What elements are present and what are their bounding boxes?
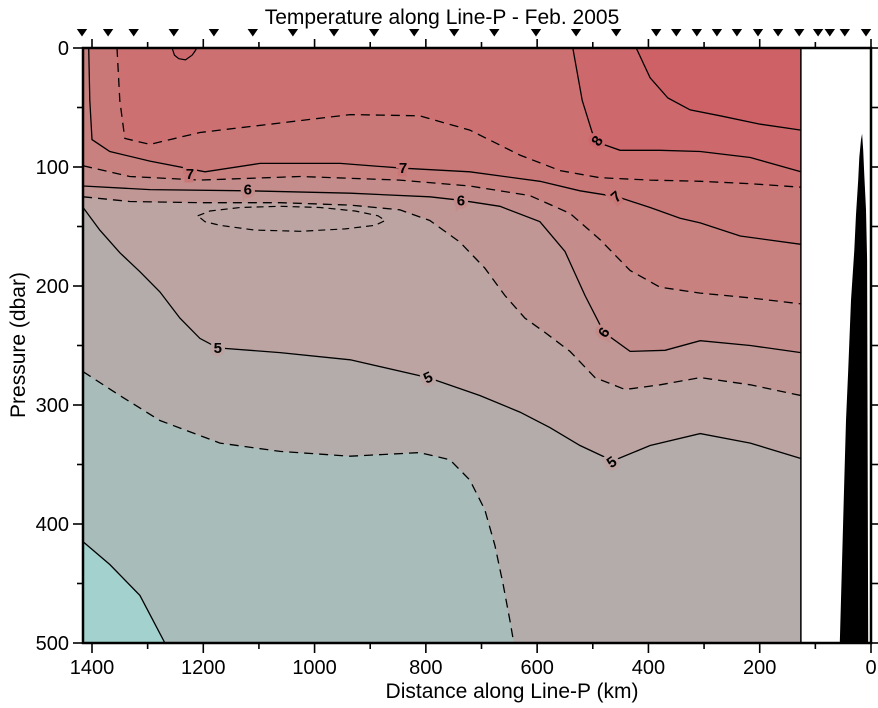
chart-title: Temperature along Line-P - Feb. 2005	[264, 6, 620, 29]
station-marker-icon	[76, 29, 88, 37]
contour-label-7: 7	[399, 160, 407, 177]
x-tick-label: 1400	[70, 657, 115, 679]
contour-line-9	[635, 47, 801, 131]
station-marker-icon	[772, 29, 784, 37]
axes	[73, 39, 878, 653]
y-tick-label: 200	[36, 276, 69, 298]
tick-labels: 1400 1200 1000 800 600 400 200 0 0 100 200 300 400 50…	[36, 38, 877, 679]
plot-border	[81, 46, 873, 645]
y-tick-label: 300	[36, 395, 69, 417]
station-marker-icon	[102, 29, 114, 37]
x-tick-label: 200	[743, 657, 776, 679]
y-tick-label: 400	[36, 514, 69, 536]
station-marker-icon	[128, 29, 139, 37]
contour-label-5: 5	[214, 340, 222, 357]
contour-label-7: 7	[186, 166, 194, 183]
x-tick-label: 400	[632, 657, 665, 679]
station-marker-icon	[287, 29, 299, 37]
station-marker-icon	[651, 29, 662, 37]
x-tick-label: 0	[865, 657, 876, 679]
station-marker-icon	[812, 29, 824, 37]
station-marker-icon	[824, 29, 835, 37]
contour-lines	[82, 47, 802, 644]
x-tick-label: 1200	[181, 657, 226, 679]
contour-label-6: 6	[457, 192, 465, 209]
contour-line-5	[82, 207, 802, 462]
contour-line-4	[82, 541, 166, 644]
station-marker-icon	[691, 29, 702, 37]
station-marker-icon	[570, 29, 582, 37]
station-marker-icon	[839, 29, 850, 37]
station-marker-icon	[860, 29, 872, 37]
contour-line-6	[83, 185, 801, 354]
bathymetry-silhouette	[839, 133, 869, 643]
station-marker-icon	[328, 29, 340, 37]
station-markers	[76, 29, 872, 37]
station-marker-icon	[168, 29, 179, 37]
station-marker-icon	[409, 29, 420, 37]
station-marker-icon	[489, 29, 500, 37]
station-marker-icon	[449, 29, 460, 37]
contour-label-6: 6	[244, 182, 252, 199]
x-tick-label: 800	[409, 657, 442, 679]
bathymetry	[839, 133, 869, 643]
x-axis-title: Distance along Line-P (km)	[385, 680, 639, 703]
station-marker-icon	[752, 29, 764, 37]
station-marker-icon	[611, 29, 622, 37]
x-tick-label: 600	[520, 657, 553, 679]
band-below-4	[83, 541, 801, 643]
station-marker-icon	[794, 29, 805, 37]
temperature-bands	[83, 48, 801, 644]
contour-line-5.5	[83, 196, 802, 397]
y-tick-label: 100	[36, 157, 69, 179]
station-marker-icon	[208, 29, 220, 37]
y-tick-label: 0	[58, 38, 69, 60]
closed-contour-5.5	[196, 205, 387, 232]
y-tick-label: 500	[36, 633, 69, 655]
station-marker-icon	[368, 29, 380, 37]
station-marker-icon	[530, 29, 542, 37]
contour-line-8	[572, 47, 802, 173]
station-marker-icon	[247, 29, 258, 37]
x-tick-label: 1000	[292, 657, 337, 679]
contour-line-7	[88, 47, 801, 245]
station-marker-icon	[731, 29, 743, 37]
station-marker-icon	[671, 29, 682, 37]
contour-line-6.5	[82, 165, 801, 305]
station-marker-icon	[711, 29, 723, 37]
band-below-4.5	[83, 371, 801, 643]
